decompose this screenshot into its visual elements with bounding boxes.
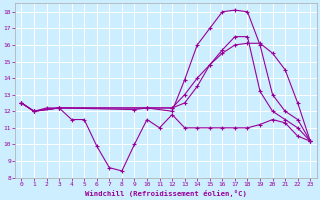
X-axis label: Windchill (Refroidissement éolien,°C): Windchill (Refroidissement éolien,°C) (85, 190, 247, 197)
